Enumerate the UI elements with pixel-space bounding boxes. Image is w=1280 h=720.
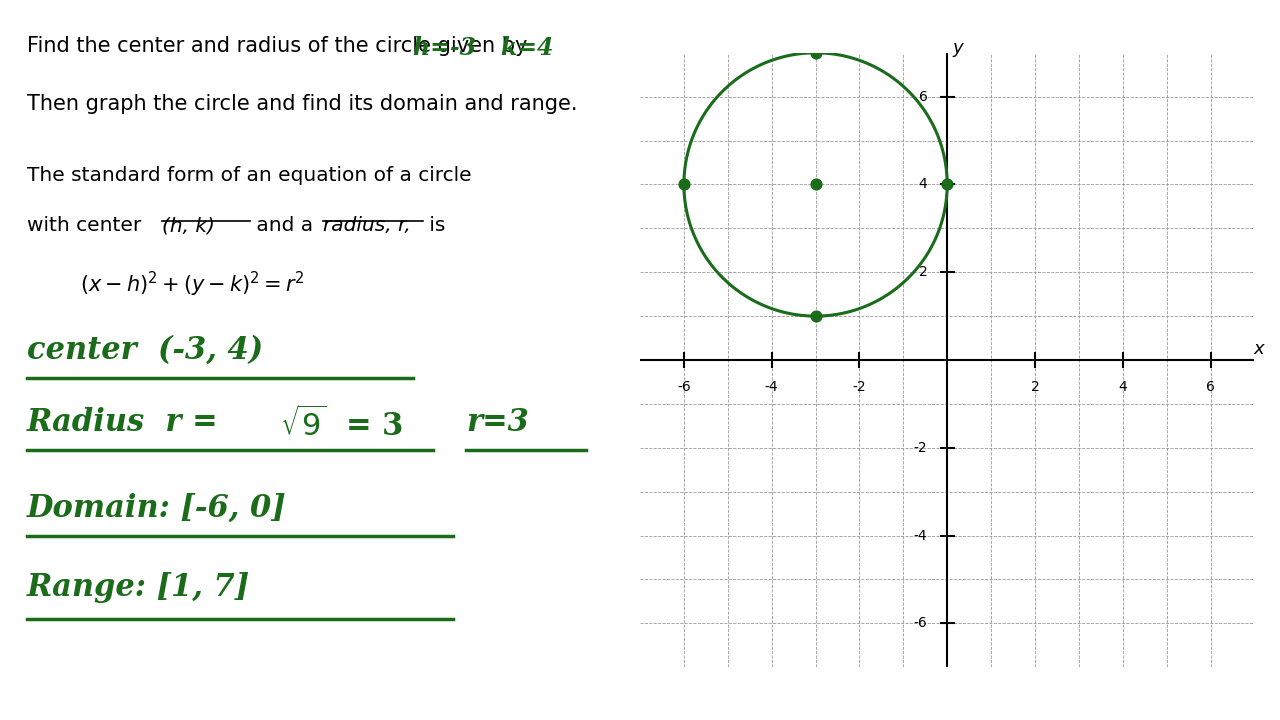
- Text: Then graph the circle and find its domain and range.: Then graph the circle and find its domai…: [27, 94, 577, 114]
- Text: -2: -2: [914, 441, 928, 455]
- Text: 6: 6: [919, 90, 928, 104]
- Text: (h, k): (h, k): [161, 216, 215, 235]
- Point: [805, 47, 826, 58]
- Text: 4: 4: [1119, 379, 1128, 394]
- Text: -4: -4: [914, 528, 928, 543]
- Text: and a: and a: [250, 216, 319, 235]
- Text: radius, r,: radius, r,: [323, 216, 411, 235]
- Text: Radius  r =: Radius r =: [27, 407, 229, 438]
- Text: $(x - h)^2 + (y - k)^2 = r^2$: $(x - h)^2 + (y - k)^2 = r^2$: [79, 270, 305, 300]
- Text: $\sqrt{9}$  = 3: $\sqrt{9}$ = 3: [279, 407, 403, 443]
- Point: [805, 179, 826, 190]
- Text: is: is: [422, 216, 445, 235]
- Text: The standard form of an equation of a circle: The standard form of an equation of a ci…: [27, 166, 471, 184]
- Text: x: x: [1253, 340, 1265, 358]
- Text: Domain: [-6, 0]: Domain: [-6, 0]: [27, 493, 287, 524]
- Text: with center: with center: [27, 216, 147, 235]
- Text: -6: -6: [677, 379, 691, 394]
- Text: center  (-3, 4): center (-3, 4): [27, 335, 262, 366]
- Text: 2: 2: [919, 265, 928, 279]
- Point: [805, 310, 826, 322]
- Text: h=-3   k=4: h=-3 k=4: [412, 36, 553, 60]
- Text: Find the center and radius of the circle given by: Find the center and radius of the circle…: [27, 36, 527, 56]
- Text: Range: [1, 7]: Range: [1, 7]: [27, 572, 250, 603]
- Text: 4: 4: [919, 177, 928, 192]
- Text: y: y: [952, 40, 964, 58]
- Point: [937, 179, 957, 190]
- Text: -2: -2: [852, 379, 867, 394]
- Text: -6: -6: [914, 616, 928, 630]
- Point: [673, 179, 694, 190]
- Text: r=3: r=3: [466, 407, 529, 438]
- Text: 2: 2: [1030, 379, 1039, 394]
- Text: -4: -4: [765, 379, 778, 394]
- Text: 6: 6: [1206, 379, 1215, 394]
